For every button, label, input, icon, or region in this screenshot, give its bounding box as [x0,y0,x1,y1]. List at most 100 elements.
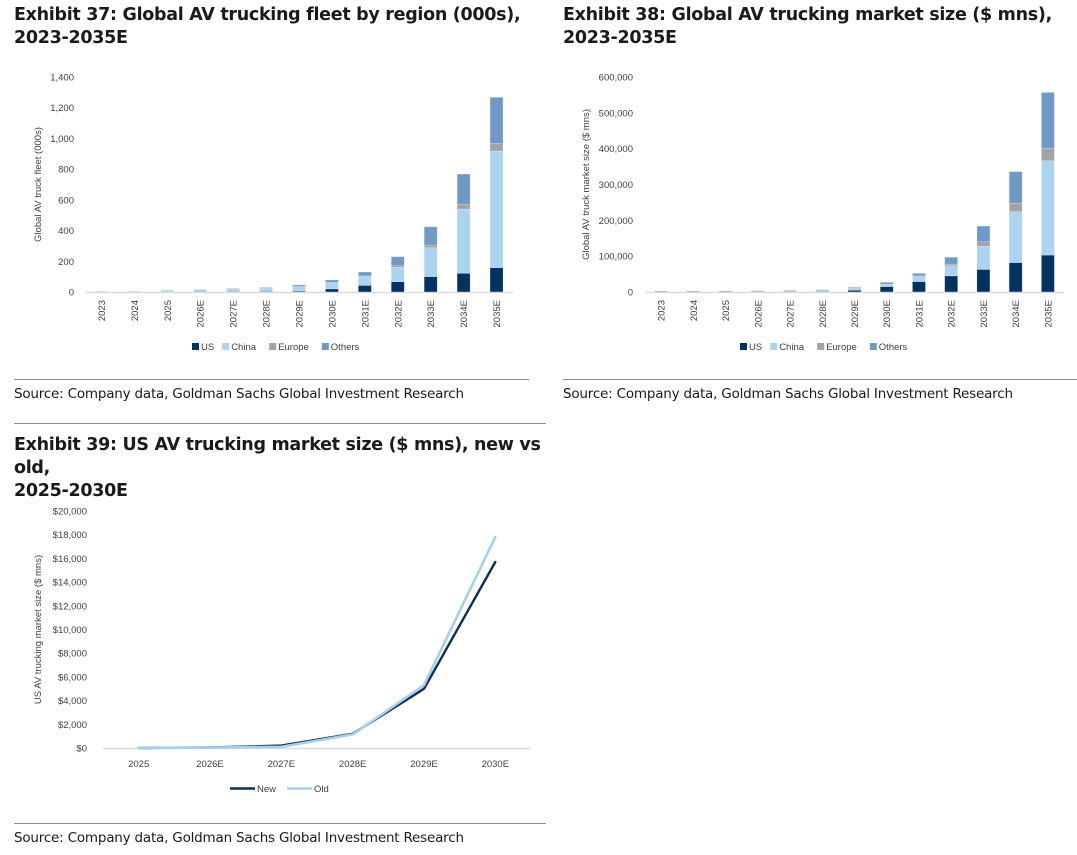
y-tick-label: $0 [76,744,87,755]
bar-others-2023 [654,290,668,293]
exhibit-39-title: Exhibit 39: US AV trucking market size (… [14,434,554,503]
y-tick-label: 500,000 [599,108,633,119]
bar-others-2025 [160,290,175,292]
x-tick-label: 2023 [657,300,668,321]
bar-others-2032e [390,256,405,267]
x-tick-label: 2031E [360,300,371,327]
y-tick-label: 400,000 [599,144,633,155]
exhibit-38-title: Exhibit 38: Global AV trucking market si… [563,4,1073,50]
bar-others-2028e [259,287,273,289]
y-tick-label: $10,000 [53,625,87,636]
y-tick-label: 1,200 [50,103,74,114]
legend-swatch-china [222,343,230,350]
legend-label-china: China [231,342,257,353]
x-tick-label: 2026E [196,300,207,327]
x-tick-label: 2027E [229,300,240,327]
x-tick-label: 2025 [721,300,732,321]
y-tick-label: $20,000 [53,507,87,518]
x-tick-label: 2028E [339,759,366,770]
bar-others-2026e [751,290,765,292]
legend-swatch-others [321,343,329,350]
x-tick-label: 2027E [268,759,295,770]
bar-china-2032e [944,265,958,277]
x-tick-label: 2029E [850,300,861,327]
bar-others-2034e [1008,171,1023,204]
bar-others-2028e [815,289,830,291]
exhibit-37-divider [14,379,529,380]
bar-others-2030e [325,279,339,283]
legend-label-europe: Europe [278,342,309,353]
y-tick-label: 100,000 [599,252,633,263]
x-tick-label: 2030E [327,300,338,327]
x-tick-label: 2034E [1011,300,1022,327]
y-tick-label: $16,000 [53,554,87,565]
x-tick-label: 2034E [459,300,470,327]
y-tick-label: 800 [58,165,74,176]
x-tick-label: 2029E [410,759,437,770]
legend-label-china: China [779,342,805,353]
y-tick-label: 200 [58,257,74,268]
legend-swatch-europe [817,343,825,350]
x-tick-label: 2023 [97,300,108,321]
legend-label-old: Old [314,784,329,795]
bar-others-2029e [847,287,862,289]
bar-others-2035e [489,96,504,144]
bar-china-2028e [259,288,273,292]
x-tick-label: 2035E [492,300,503,327]
x-tick-label: 2025 [128,759,149,770]
bar-others-2032e [944,256,958,265]
legend-swatch-others [869,343,877,350]
exhibit-37-title: Exhibit 37: Global AV trucking fleet by … [14,4,544,50]
line-series-old [137,535,497,750]
y-tick-label: 200,000 [599,216,633,227]
bar-others-2033e [976,225,991,243]
exhibit-38-title-line1: Exhibit 38: Global AV trucking market si… [563,5,1052,25]
exhibit-38-title-line2: 2023-2035E [563,28,677,48]
exhibit-39-top-divider [14,423,546,424]
legend-swatch-us [192,343,199,350]
y-axis-title: US AV trucking market size ($ mns) [33,555,44,704]
line-series-new [137,560,497,750]
legend-label-us: US [201,342,214,353]
y-axis-title: Global AV truck market size ($ mns) [581,109,592,260]
y-tick-label: $2,000 [58,720,87,731]
bar-china-2026e [193,290,208,293]
y-tick-label: 1,400 [50,73,74,84]
x-tick-label: 2033E [426,300,437,327]
exhibit-37-source: Source: Company data, Goldman Sachs Glob… [14,386,464,402]
x-tick-label: 2025 [163,300,174,321]
x-tick-label: 2028E [262,300,273,327]
legend-label-europe: Europe [826,342,857,353]
y-tick-label: 0 [69,288,74,299]
x-tick-label: 2035E [1043,300,1054,327]
y-tick-label: 300,000 [599,180,633,191]
exhibit-37-title-line1: Exhibit 37: Global AV trucking fleet by … [14,5,521,25]
x-tick-label: 2030E [882,300,893,327]
y-tick-label: 600,000 [599,73,633,84]
y-tick-label: 0 [628,288,633,299]
bar-others-2034e [456,173,471,205]
y-tick-label: $8,000 [58,649,87,660]
exhibit-39-title-line2: 2025-2030E [14,481,128,501]
y-tick-label: $14,000 [53,578,87,589]
bar-others-2029e [292,284,306,287]
exhibit-38-divider [563,379,1077,380]
x-tick-label: 2030E [482,759,509,770]
y-tick-label: $6,000 [58,672,87,683]
y-tick-label: 400 [58,226,74,237]
bar-europe-2032e [390,265,405,268]
y-tick-label: 1,000 [50,134,74,145]
bar-others-2031e [912,273,926,277]
legend-label-others: Others [331,342,360,353]
legend-label-new: New [257,784,276,795]
bar-others-2035e [1041,92,1055,149]
x-tick-label: 2032E [947,300,958,327]
x-tick-label: 2024 [689,300,700,321]
exhibit-39-title-line1: Exhibit 39: US AV trucking market size (… [14,435,541,478]
exhibit-39-divider [14,823,546,824]
x-tick-label: 2026E [196,759,223,770]
x-tick-label: 2032E [393,300,404,327]
bar-others-2033e [423,226,438,246]
